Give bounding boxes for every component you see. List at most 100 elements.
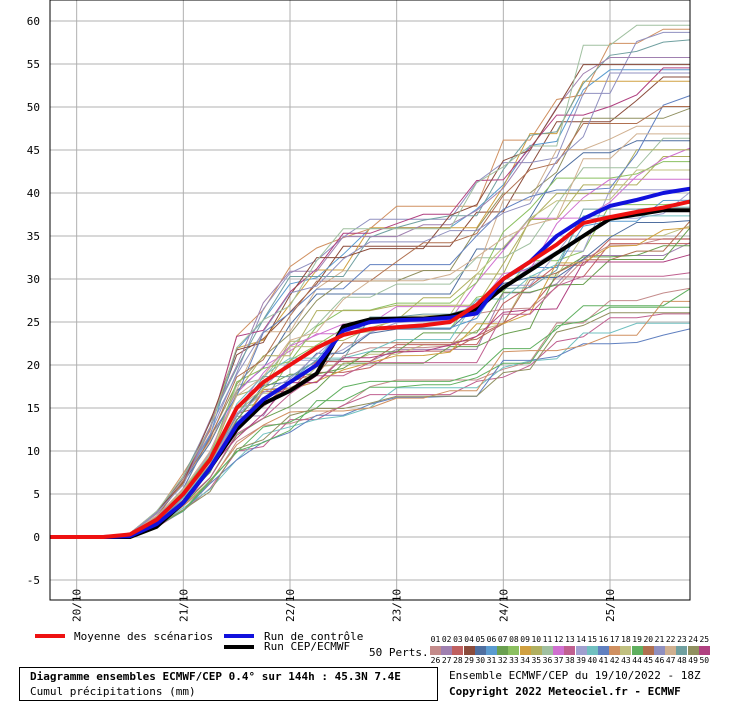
member-num-42: 42	[609, 656, 620, 665]
member-line-29	[50, 64, 690, 538]
perts-label: 50 Perts.	[369, 646, 429, 659]
y-tick-3: 10	[27, 445, 40, 458]
member-num-36: 36	[542, 656, 553, 665]
member-line-43	[50, 169, 690, 538]
member-line-17	[50, 28, 690, 538]
member-num-34: 34	[520, 656, 530, 665]
legend-line-control	[224, 634, 254, 638]
member-swatch-1	[430, 646, 441, 655]
member-swatch-6	[486, 646, 497, 655]
member-line-47	[50, 133, 690, 538]
legend-line-ecmwf	[224, 645, 254, 649]
member-swatch-2	[441, 646, 453, 655]
x-tick-1: 21/10	[177, 589, 190, 622]
y-tick-8: 35	[27, 230, 40, 243]
member-num-08: 08	[509, 635, 519, 644]
member-num-21: 21	[654, 635, 665, 644]
member-num-29: 29	[464, 656, 474, 665]
x-tick-labels: 20/10 21/10 22/10 23/10 24/10 25/10	[71, 589, 617, 622]
member-swatch-14	[575, 646, 587, 655]
member-line-22	[50, 125, 690, 538]
member-swatch-22	[665, 646, 677, 655]
member-swatch-16	[598, 646, 609, 655]
member-num-16: 16	[598, 635, 609, 644]
member-swatch-4	[463, 646, 475, 655]
member-num-09: 09	[520, 635, 530, 644]
y-tick-1: 0	[33, 531, 40, 544]
member-line-21	[50, 31, 690, 538]
member-line-7	[50, 245, 690, 538]
member-num-31: 31	[486, 656, 497, 665]
series-line-0	[50, 199, 691, 539]
grid-layer	[50, 0, 690, 600]
member-num-13: 13	[565, 635, 575, 644]
member-num-30: 30	[475, 656, 486, 665]
legend-label-control: Run de contrôle	[264, 630, 364, 643]
run-info: Ensemble ECMWF/CEP du 19/10/2022 - 18Z	[449, 669, 701, 682]
member-line-3	[50, 243, 690, 538]
member-swatch-13	[564, 646, 576, 655]
member-num-03: 03	[453, 635, 463, 644]
x-tick-2: 22/10	[284, 589, 297, 622]
member-swatch-5	[474, 646, 486, 655]
series-line-1	[50, 186, 691, 539]
x-tick-4: 24/10	[497, 589, 510, 622]
member-swatch-20	[642, 646, 654, 655]
member-line-2	[50, 242, 691, 538]
y-tick-0: -5	[27, 574, 40, 587]
copyright: Copyright 2022 Meteociel.fr - ECMWF	[449, 685, 681, 698]
member-num-49: 49	[688, 656, 698, 665]
legend-line-mean	[35, 634, 65, 638]
member-line-13	[50, 313, 690, 538]
member-num-25: 25	[699, 635, 710, 644]
y-tick-2: 5	[33, 488, 40, 501]
member-line-16	[50, 328, 691, 538]
y-tick-9: 40	[27, 187, 40, 200]
info-box: Diagramme ensembles ECMWF/CEP 0.4° sur 1…	[19, 667, 438, 701]
member-swatch-3	[452, 646, 464, 655]
member-num-47: 47	[665, 656, 676, 665]
member-num-10: 10	[531, 635, 542, 644]
member-line-49	[50, 312, 690, 538]
member-num-23: 23	[677, 635, 687, 644]
member-swatch-23	[676, 646, 688, 655]
member-num-39: 39	[576, 656, 586, 665]
member-line-28	[50, 238, 690, 538]
member-line-20	[50, 220, 691, 538]
series-line-2	[50, 208, 690, 539]
y-tick-5: 20	[27, 359, 40, 372]
member-num-22: 22	[665, 635, 676, 644]
x-tick-0: 20/10	[71, 589, 84, 622]
member-num-44: 44	[632, 656, 642, 665]
member-line-44	[50, 288, 691, 538]
legend-label-ecmwf: Run CEP/ECMWF	[264, 640, 351, 653]
member-num-07: 07	[497, 635, 508, 644]
x-tick-3: 23/10	[391, 589, 404, 622]
y-tick-11: 50	[27, 101, 40, 114]
member-num-41: 41	[598, 656, 609, 665]
member-swatch-8	[508, 646, 520, 655]
member-num-33: 33	[509, 656, 519, 665]
member-swatch-12	[553, 646, 565, 655]
member-num-11: 11	[542, 635, 553, 644]
member-swatch-11	[542, 646, 553, 655]
member-swatch-24	[687, 646, 699, 655]
x-tick-5: 25/10	[604, 589, 617, 622]
member-num-19: 19	[632, 635, 642, 644]
member-num-02: 02	[441, 635, 452, 644]
y-tick-4: 15	[27, 402, 40, 415]
member-num-38: 38	[565, 656, 575, 665]
member-line-42	[50, 300, 690, 538]
y-tick-12: 55	[27, 58, 40, 71]
y-tick-13: 60	[27, 15, 40, 28]
legend-label-mean: Moyenne des scénarios	[74, 630, 214, 643]
member-num-18: 18	[621, 635, 631, 644]
member-line-15	[50, 322, 690, 538]
member-line-23	[50, 39, 691, 538]
member-swatch-10	[530, 646, 542, 655]
member-num-04: 04	[464, 635, 474, 644]
member-line-27	[50, 57, 690, 538]
member-line-36	[50, 24, 690, 538]
member-num-06: 06	[486, 635, 497, 644]
